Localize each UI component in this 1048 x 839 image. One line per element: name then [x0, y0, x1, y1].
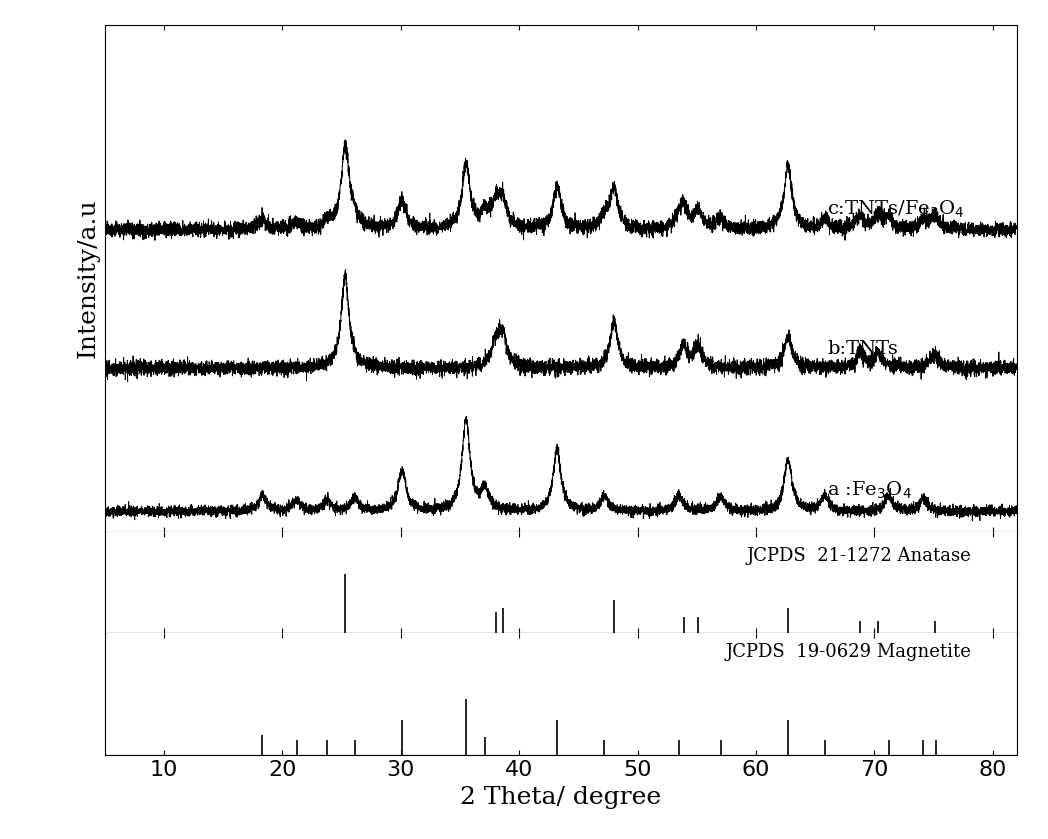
Text: c:TNTs/Fe$_3$O$_4$: c:TNTs/Fe$_3$O$_4$ [827, 199, 965, 220]
Text: a :Fe$_3$O$_4$: a :Fe$_3$O$_4$ [827, 480, 912, 502]
Text: b:TNTs: b:TNTs [827, 340, 898, 358]
X-axis label: 2 Theta/ degree: 2 Theta/ degree [460, 785, 661, 809]
Text: JCPDS  19-0629 Magnetite: JCPDS 19-0629 Magnetite [725, 644, 970, 661]
Text: JCPDS  21-1272 Anatase: JCPDS 21-1272 Anatase [746, 547, 970, 565]
Y-axis label: Intensity/a.u: Intensity/a.u [77, 199, 100, 358]
